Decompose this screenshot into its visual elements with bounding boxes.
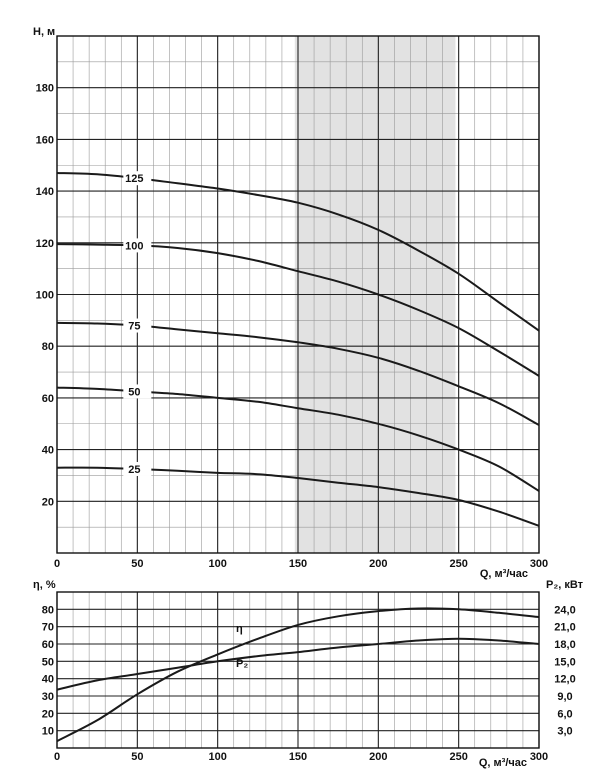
x-tick-label: 50 [131, 558, 143, 570]
curve-label-bg [123, 171, 152, 186]
x-axis-title: Q, м³/час [479, 757, 527, 769]
y-tick-label: 10 [42, 726, 54, 738]
y2-axis-title: P₂, кВт [546, 579, 584, 591]
curve-label-bg [123, 384, 152, 399]
x-tick-label: 200 [369, 558, 387, 570]
x-tick-label: 100 [208, 751, 226, 763]
head-curve-chart: 0 50 100 150 200 250 300 20 40 60 80 100 120 140 160 18… [33, 26, 548, 580]
x-tick-label: 150 [289, 751, 307, 763]
efficiency-curve-label: η [236, 623, 243, 635]
y2-tick-label: 18,0 [554, 639, 575, 651]
curve-label-100: 100 [125, 240, 143, 252]
y2-tick-label: 6,0 [557, 708, 572, 720]
y2-tick-label: 21,0 [554, 622, 575, 634]
y-tick-label: 60 [42, 393, 54, 405]
y-tick-label: 180 [36, 83, 54, 95]
x-tick-label: 250 [449, 558, 467, 570]
curve-label-bg [123, 238, 152, 253]
x-tick-label: 50 [131, 751, 143, 763]
curve-label-50: 50 [128, 386, 140, 398]
x-tick-label: 300 [530, 558, 548, 570]
y2-tick-label: 24,0 [554, 604, 575, 616]
curve-label-125: 125 [125, 173, 143, 185]
y-tick-label: 80 [42, 341, 54, 353]
efficiency-power-chart: 0 50 100 150 200 250 300 10 20 30 40 50 60 70 80 3,0 6,0… [33, 579, 584, 769]
y-tick-label: 20 [42, 496, 54, 508]
plot-frame [56, 591, 540, 749]
y-tick-label: 70 [42, 622, 54, 634]
x-axis-title: Q, м³/час [480, 568, 528, 580]
curve-efficiency [56, 607, 540, 742]
y2-tick-label: 3,0 [557, 726, 572, 738]
curve-power [56, 637, 540, 691]
y-axis-title: H, м [33, 26, 55, 38]
y-tick-label: 100 [36, 290, 54, 302]
y-tick-label: 40 [42, 674, 54, 686]
y-tick-label: 30 [42, 691, 54, 703]
y-tick-label: 20 [42, 708, 54, 720]
y-tick-label: 60 [42, 639, 54, 651]
power-curve-label: P₂ [236, 658, 248, 670]
y-tick-label: 160 [36, 134, 54, 146]
y2-tick-label: 15,0 [554, 656, 575, 668]
x-tick-label: 0 [54, 751, 60, 763]
curve-label-bg [123, 461, 152, 476]
y-tick-label: 80 [42, 604, 54, 616]
y2-tick-label: 12,0 [554, 674, 575, 686]
y-tick-label: 40 [42, 445, 54, 457]
curve-label-75: 75 [128, 321, 140, 333]
y-tick-label: 140 [36, 186, 54, 198]
plot-frame [56, 35, 540, 554]
x-tick-label: 250 [449, 751, 467, 763]
y-tick-label: 50 [42, 656, 54, 668]
x-tick-label: 300 [530, 751, 548, 763]
x-tick-label: 150 [289, 558, 307, 570]
curve-label-25: 25 [128, 464, 140, 476]
y-axis-title: η, % [33, 579, 56, 591]
x-tick-label: 100 [208, 558, 226, 570]
x-tick-label: 0 [54, 558, 60, 570]
curve-label-bg [123, 318, 152, 333]
y2-tick-label: 9,0 [557, 691, 572, 703]
y-tick-label: 120 [36, 238, 54, 250]
x-tick-label: 200 [369, 751, 387, 763]
